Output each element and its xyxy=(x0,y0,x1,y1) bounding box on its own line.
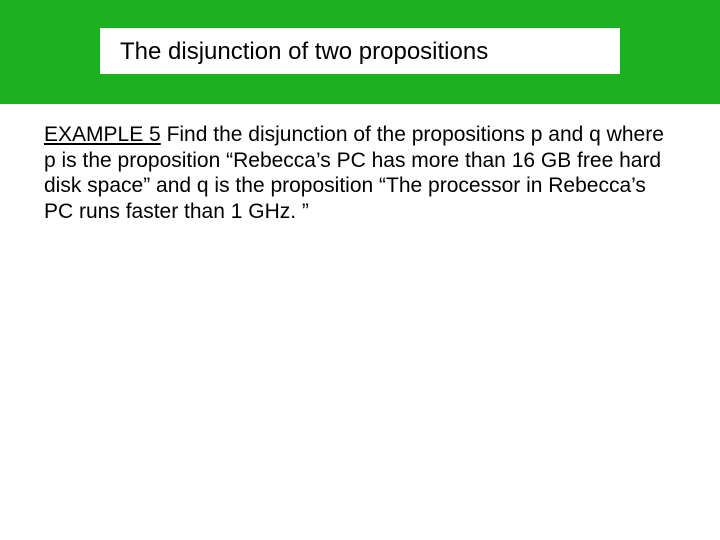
example-label: EXAMPLE 5 xyxy=(44,123,161,146)
header-block: The disjunction of two propositions xyxy=(0,0,720,104)
example-paragraph: EXAMPLE 5 Find the disjunction of the pr… xyxy=(44,122,676,224)
slide-title: The disjunction of two propositions xyxy=(120,38,600,66)
title-box: The disjunction of two propositions xyxy=(100,28,620,74)
body-content: EXAMPLE 5 Find the disjunction of the pr… xyxy=(0,104,720,224)
